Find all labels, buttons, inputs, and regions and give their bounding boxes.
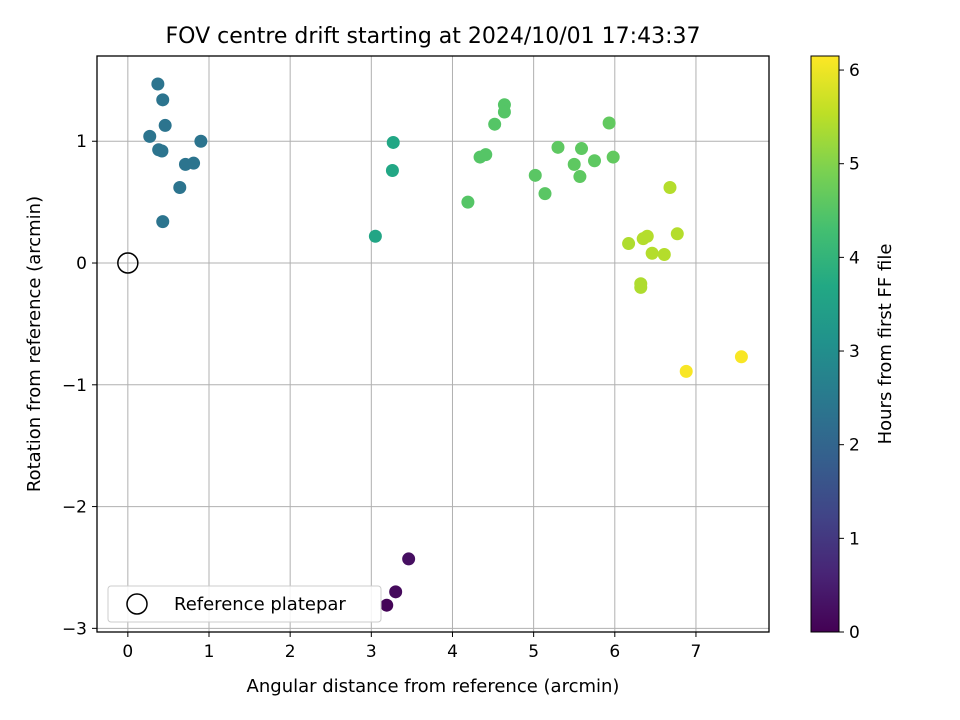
data-point xyxy=(602,116,616,130)
x-tick-label: 5 xyxy=(528,642,539,662)
colorbar-gradient xyxy=(810,55,840,633)
data-point xyxy=(663,181,677,195)
colorbar-tick-label: 3 xyxy=(849,342,860,362)
data-point xyxy=(657,247,671,261)
data-point xyxy=(380,598,394,612)
colorbar-tick-label: 6 xyxy=(849,61,860,81)
data-point xyxy=(640,229,654,243)
data-point xyxy=(461,195,475,209)
data-point xyxy=(538,187,552,201)
x-axis-ticks: 0 1 2 3 4 5 6 7 xyxy=(122,632,701,662)
data-point xyxy=(622,237,636,251)
plot-frame xyxy=(96,55,770,633)
colorbar-tick-label: 0 xyxy=(849,623,860,643)
data-point xyxy=(389,585,403,599)
y-tick-label: −1 xyxy=(62,376,87,396)
data-point xyxy=(173,181,187,195)
x-tick-label: 6 xyxy=(609,642,620,662)
colorbar-tick-label: 2 xyxy=(849,436,860,456)
x-tick-label: 4 xyxy=(447,642,458,662)
data-point xyxy=(645,246,659,260)
data-point xyxy=(551,140,565,154)
data-point xyxy=(143,129,157,143)
legend: Reference platepar xyxy=(107,585,382,623)
data-point xyxy=(155,144,169,158)
data-point xyxy=(368,229,382,243)
x-tick-label: 0 xyxy=(122,642,133,662)
data-point xyxy=(573,170,587,184)
data-point xyxy=(156,215,170,229)
data-point xyxy=(194,134,208,148)
colorbar-tick-label: 5 xyxy=(849,155,860,175)
data-point xyxy=(588,154,602,168)
x-tick-label: 7 xyxy=(691,642,702,662)
chart-title: FOV centre drift starting at 2024/10/01 … xyxy=(166,24,701,49)
colorbar-ticks: 0 1 2 3 4 5 6 xyxy=(839,61,860,643)
legend-label: Reference platepar xyxy=(174,594,346,615)
data-point xyxy=(606,150,620,164)
y-axis-ticks: −3 −2 −1 0 1 xyxy=(62,132,97,639)
legend-marker xyxy=(126,593,148,615)
data-point xyxy=(679,364,693,378)
y-axis-label: Rotation from reference (arcmin) xyxy=(24,196,45,492)
colorbar-tick-label: 1 xyxy=(849,529,860,549)
grid xyxy=(97,56,769,632)
x-tick-label: 3 xyxy=(366,642,377,662)
data-point xyxy=(670,227,684,241)
x-tick-label: 1 xyxy=(204,642,215,662)
data-point xyxy=(634,280,648,294)
data-point xyxy=(488,117,502,131)
y-tick-label: −3 xyxy=(62,619,87,639)
data-point xyxy=(158,118,172,132)
y-tick-label: 1 xyxy=(76,132,87,152)
data-point xyxy=(156,93,170,107)
reference-marker xyxy=(117,252,139,274)
data-point xyxy=(734,350,748,364)
data-point xyxy=(385,163,399,177)
x-tick-label: 2 xyxy=(285,642,296,662)
data-point xyxy=(567,157,581,171)
colorbar-tick-label: 4 xyxy=(849,248,860,268)
data-point xyxy=(402,552,416,566)
data-point xyxy=(528,168,542,182)
y-tick-label: 0 xyxy=(76,254,87,274)
data-point xyxy=(575,142,589,156)
y-tick-label: −2 xyxy=(62,498,87,518)
data-point xyxy=(386,135,400,149)
colorbar: 0 1 2 3 4 5 6 Hours from first FF file xyxy=(810,55,896,643)
data-point xyxy=(479,148,493,162)
x-axis-label: Angular distance from reference (arcmin) xyxy=(247,676,620,697)
data-point xyxy=(151,77,165,91)
data-point xyxy=(497,105,511,119)
legend-box xyxy=(107,585,382,623)
colorbar-label: Hours from first FF file xyxy=(875,244,896,445)
data-point xyxy=(187,156,201,170)
data-points xyxy=(143,77,748,612)
